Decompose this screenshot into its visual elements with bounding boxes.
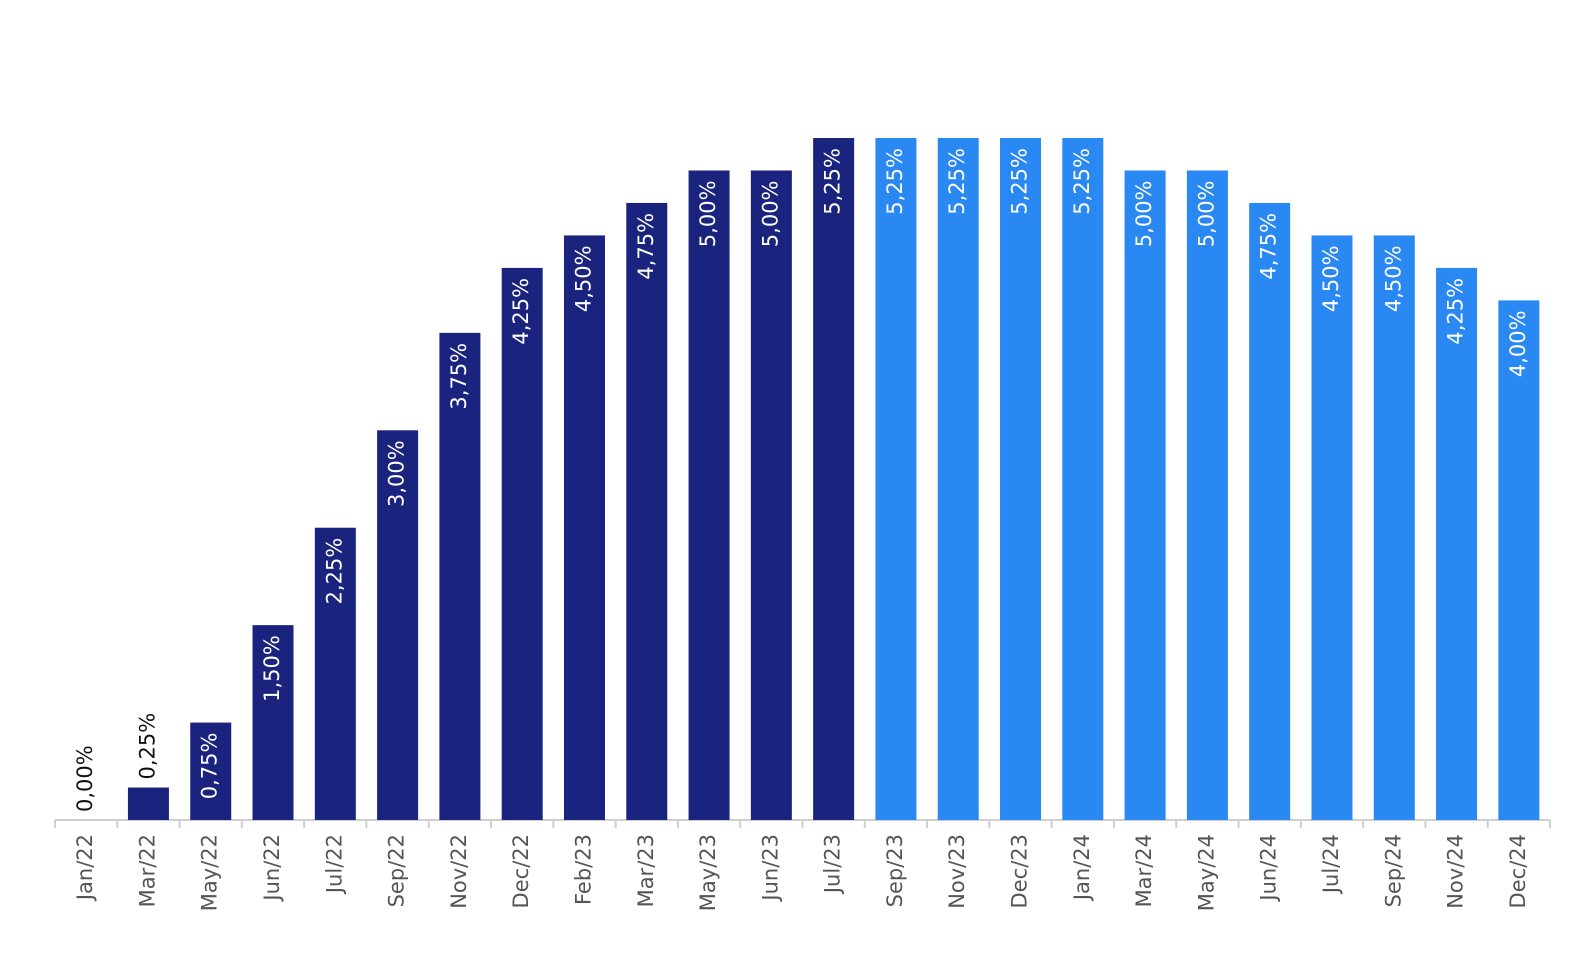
x-tick-label: Mar/23 xyxy=(634,834,658,907)
x-tick-label: Jul/22 xyxy=(322,834,346,895)
x-tick-label: Jan/24 xyxy=(1070,834,1094,902)
x-tick-label: Dec/23 xyxy=(1008,834,1032,908)
x-tick-label: Sep/22 xyxy=(385,834,409,907)
x-tick-label: Jul/24 xyxy=(1319,834,1343,895)
value-label: 4,00% xyxy=(1506,310,1530,377)
value-label: 5,25% xyxy=(821,148,845,215)
bar xyxy=(190,722,232,820)
x-tick-label: May/24 xyxy=(1194,834,1218,911)
x-tick-label: Dec/22 xyxy=(509,834,533,908)
bar xyxy=(563,235,605,820)
value-label: 4,50% xyxy=(571,245,595,312)
bar xyxy=(813,138,855,820)
bar xyxy=(501,267,543,820)
value-label: 4,50% xyxy=(1381,245,1405,312)
bar xyxy=(626,202,668,820)
value-label: 5,25% xyxy=(945,148,969,215)
value-label: 5,25% xyxy=(883,148,907,215)
value-label: 0,25% xyxy=(135,713,159,780)
bar xyxy=(1249,202,1291,820)
value-label: 4,75% xyxy=(1257,213,1281,280)
x-tick-label: Mar/24 xyxy=(1132,834,1156,907)
x-tick-label: Jul/23 xyxy=(821,834,845,895)
value-label: 5,00% xyxy=(758,180,782,247)
x-tick-label: Dec/24 xyxy=(1506,834,1530,908)
bar xyxy=(688,170,730,820)
value-label: 5,25% xyxy=(1008,148,1032,215)
value-label: 4,50% xyxy=(1319,245,1343,312)
bar xyxy=(1062,138,1104,820)
bar xyxy=(252,625,294,820)
bar xyxy=(1186,170,1228,820)
bar xyxy=(1000,138,1042,820)
bar xyxy=(1124,170,1166,820)
bar xyxy=(937,138,979,820)
value-label: 0,75% xyxy=(198,733,222,800)
bar xyxy=(439,332,481,820)
value-label: 4,25% xyxy=(1444,278,1468,345)
x-tick-label: Sep/24 xyxy=(1381,834,1405,907)
x-tick-label: Jun/24 xyxy=(1257,834,1281,903)
value-label: 1,50% xyxy=(260,635,284,702)
x-tick-label: May/22 xyxy=(198,834,222,911)
x-tick-label: May/23 xyxy=(696,834,720,911)
value-label: 5,00% xyxy=(1194,180,1218,247)
x-tick-label: Jun/23 xyxy=(758,834,782,903)
bar xyxy=(1498,300,1540,820)
value-label: 3,00% xyxy=(385,440,409,507)
bar xyxy=(127,787,169,820)
bar xyxy=(1311,235,1353,820)
bar xyxy=(377,430,419,820)
value-label: 4,25% xyxy=(509,278,533,345)
value-label: 0,00% xyxy=(73,745,97,812)
value-label: 5,25% xyxy=(1070,148,1094,215)
x-tick-label: Feb/23 xyxy=(571,834,595,905)
x-tick-label: Nov/24 xyxy=(1444,834,1468,909)
bar xyxy=(750,170,792,820)
x-tick-label: Sep/23 xyxy=(883,834,907,907)
x-tick-label: Jan/22 xyxy=(73,834,97,902)
bar xyxy=(1436,267,1478,820)
value-label: 5,00% xyxy=(1132,180,1156,247)
value-label: 4,75% xyxy=(634,213,658,280)
x-tick-label: Mar/22 xyxy=(135,834,159,907)
x-tick-label: Nov/22 xyxy=(447,834,471,909)
value-label: 5,00% xyxy=(696,180,720,247)
bar xyxy=(875,138,917,820)
x-tick-label: Nov/23 xyxy=(945,834,969,909)
value-label: 2,25% xyxy=(322,538,346,605)
x-tick-label: Jun/22 xyxy=(260,834,284,903)
value-label: 3,75% xyxy=(447,343,471,410)
bar xyxy=(1373,235,1415,820)
bar xyxy=(314,527,356,820)
